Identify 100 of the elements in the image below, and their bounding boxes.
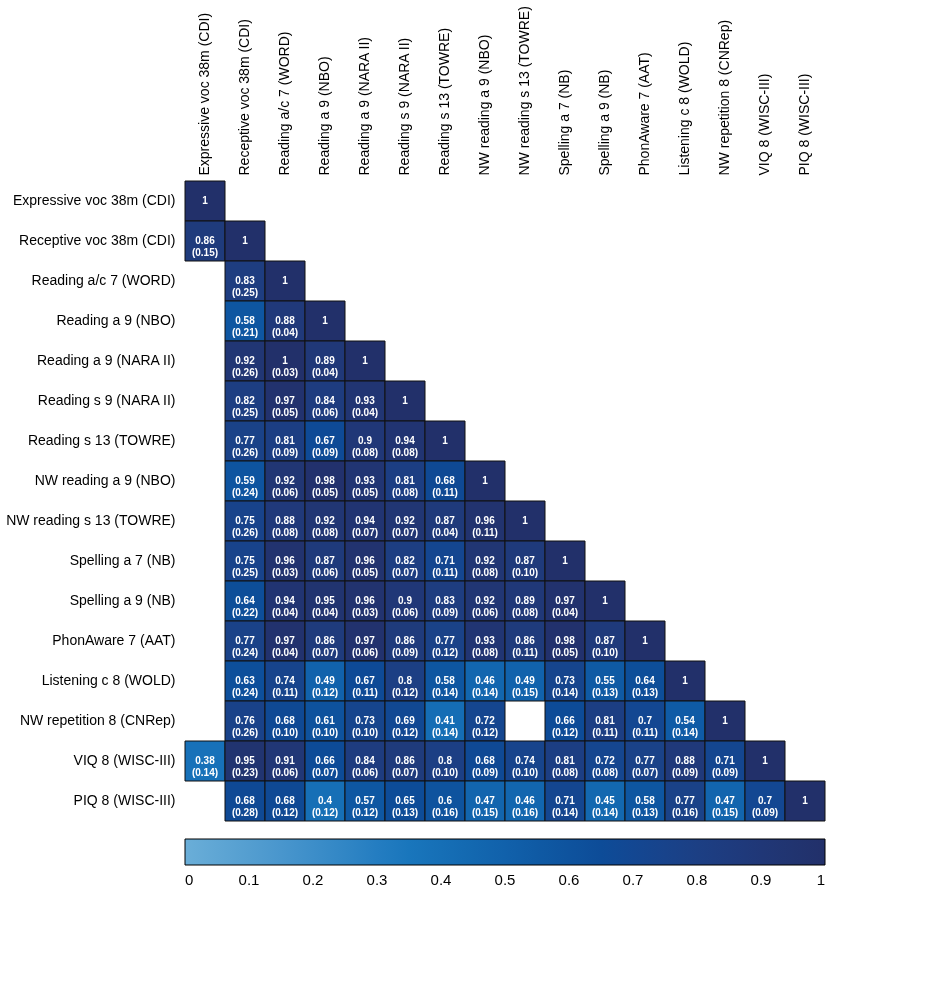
data-label: 0.89 (0.08) [511,595,539,618]
data-label: 0.91 (0.06) [271,755,299,778]
y-tick-label: PhonAware 7 (AAT) [52,632,176,648]
data-label: 0.67 (0.11) [352,675,378,698]
data-label: 0.46 (0.14) [471,675,499,698]
data-label: 0.95 (0.23) [231,755,259,778]
data-label: 0.68 (0.12) [271,795,299,818]
x-tick-label: Reading a 9 (NARA II) [356,36,372,176]
y-tick-label: Receptive voc 38m (CDI) [19,232,176,248]
data-label: 0.92 (0.06) [471,595,499,618]
data-label: 0.83 (0.09) [431,595,459,618]
data-label: 1 [642,635,649,646]
data-label: 1 [682,675,689,686]
data-label: 0.86 (0.15) [191,235,219,258]
data-label: 1 [362,355,369,366]
data-label: 0.38 (0.14) [191,755,219,778]
data-label: 0.92 (0.08) [471,555,499,578]
x-tick-label: Spelling a 9 (NB) [596,69,612,176]
data-label: 1 [322,315,329,326]
data-label: 0.86 (0.09) [391,635,419,658]
data-label: 0.71 (0.09) [711,755,739,778]
x-tick-label: Listening c 8 (WOLD) [676,41,692,176]
data-label: 1 [522,515,529,526]
y-tick-label: PIQ 8 (WISC-III) [73,792,176,808]
data-label: 0.47 (0.15) [711,795,739,818]
data-label: 0.77 (0.16) [671,795,699,818]
data-label: 0.58 (0.14) [431,675,459,698]
y-tick-label: Expressive voc 38m (CDI) [12,192,176,208]
data-label: 0.65 (0.13) [391,795,419,818]
data-label: 0.82 (0.25) [231,395,259,418]
data-label: 0.69 (0.12) [391,715,419,738]
x-tick-label: NW reading a 9 (NBO) [476,34,492,176]
color-bar-label: 0.2 [302,871,324,888]
x-tick-label: PIQ 8 (WISC-III) [796,73,812,176]
data-label: 0.75 (0.25) [231,555,259,578]
data-label: 0.92 (0.26) [231,355,259,378]
data-label: 0.94 (0.07) [351,515,379,538]
data-label: 0.64 (0.13) [631,675,659,698]
data-label: 0.74 (0.11) [272,675,298,698]
data-label: 1 [402,395,409,406]
color-bar-label: 0.5 [494,871,516,888]
data-label: 0.98 (0.05) [551,635,579,658]
data-label: 0.87 (0.10) [511,555,539,578]
data-label: 0.68 (0.10) [271,715,299,738]
data-label: 0.46 (0.16) [511,795,539,818]
data-label: 0.96 (0.03) [351,595,379,618]
data-label: 0.94 (0.08) [391,435,419,458]
data-label: 0.88 (0.08) [271,515,299,538]
data-label: 0.58 (0.21) [231,315,259,338]
data-label: 0.82 (0.07) [391,555,419,578]
data-label: 0.71 (0.11) [432,555,458,578]
data-label: 1 [202,195,209,206]
data-label: 0.97 (0.06) [351,635,379,658]
data-label: 0.94 (0.04) [271,595,299,618]
data-label: 0.97 (0.05) [271,395,299,418]
data-label: 0.49 (0.15) [511,675,539,698]
data-label: 0.81 (0.09) [271,435,299,458]
y-tick-label: VIQ 8 (WISC-III) [73,752,176,768]
data-label: 0.76 (0.26) [231,715,259,738]
data-label: 0.9 (0.08) [351,435,379,458]
y-tick-label: Reading a 9 (NBO) [56,312,176,328]
data-label: 1 [802,795,809,806]
data-label: 0.88 (0.09) [671,755,699,778]
data-label: 0.68 (0.11) [432,475,458,498]
data-label: 0.84 (0.06) [311,395,339,418]
data-label: 0.57 (0.12) [351,795,379,818]
data-label: 1 [282,275,289,286]
data-label: 0.93 (0.05) [351,475,379,498]
x-tick-label: Reading a/c 7 (WORD) [276,31,292,176]
y-tick-label: NW reading a 9 (NBO) [34,472,176,488]
x-tick-label: Reading s 13 (TOWRE) [436,27,452,176]
data-label: 0.54 (0.14) [671,715,699,738]
data-label: 0.8 (0.10) [431,755,459,778]
y-tick-label: Reading s 13 (TOWRE) [27,432,176,448]
color-bar-label: 1 [816,871,825,888]
data-label: 0.92 (0.06) [271,475,299,498]
data-label: 0.86 (0.07) [391,755,419,778]
data-label: 1 [482,475,489,486]
color-bar-label: 0.9 [750,871,772,888]
data-label: 0.81 (0.08) [391,475,419,498]
data-label: 0.97 (0.04) [551,595,579,618]
x-tick-label: Reading a 9 (NBO) [316,56,332,176]
data-label: 0.77 (0.07) [631,755,659,778]
data-label: 0.88 (0.04) [271,315,299,338]
data-label: 0.87 (0.06) [311,555,339,578]
data-label: 1 [442,435,449,446]
color-bar-label: 0.7 [622,871,644,888]
data-label: 0.68 (0.28) [231,795,259,818]
data-label: 0.77 (0.12) [431,635,459,658]
data-label: 0.72 (0.12) [471,715,499,738]
data-label: 0.7 (0.11) [632,715,658,738]
data-label: 0.81 (0.11) [592,715,618,738]
x-tick-label: VIQ 8 (WISC-III) [756,73,772,176]
y-tick-label: Reading a/c 7 (WORD) [31,272,176,288]
data-label: 0.77 (0.26) [231,435,259,458]
data-label: 0.71 (0.14) [551,795,579,818]
data-label: 0.8 (0.12) [391,675,419,698]
data-label: 0.92 (0.08) [311,515,339,538]
data-label: 0.86 (0.07) [311,635,339,658]
data-label: 0.61 (0.10) [311,715,339,738]
